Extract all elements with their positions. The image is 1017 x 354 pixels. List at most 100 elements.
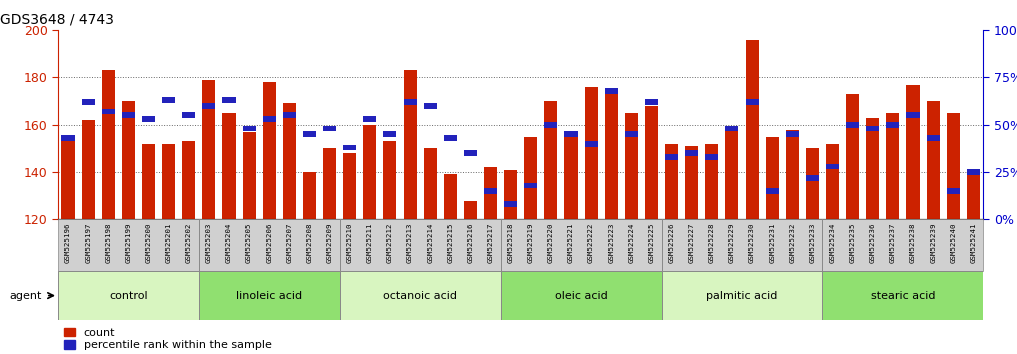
Bar (926, 135, 940, 141)
Text: GSM525214: GSM525214 (427, 222, 433, 263)
Bar (826, 164, 839, 169)
Bar (846, 122, 859, 128)
Bar (887, 113, 899, 219)
Text: GSM525239: GSM525239 (931, 222, 936, 263)
Text: GSM525201: GSM525201 (166, 222, 172, 263)
Bar (906, 85, 919, 219)
Bar (766, 137, 779, 219)
Bar (745, 40, 759, 219)
Text: palmitic acid: palmitic acid (707, 291, 778, 301)
Text: GSM525215: GSM525215 (447, 222, 454, 263)
Bar (645, 106, 658, 219)
Bar (706, 144, 718, 219)
Bar (766, 188, 779, 194)
Bar (500, 271, 661, 320)
Bar (544, 122, 557, 128)
Bar (484, 167, 497, 219)
Text: GSM525221: GSM525221 (569, 222, 574, 263)
Bar (122, 101, 135, 219)
Text: GSM525228: GSM525228 (709, 222, 715, 263)
Bar (685, 150, 699, 156)
Text: GSM525224: GSM525224 (629, 222, 635, 263)
Text: GSM525238: GSM525238 (910, 222, 916, 263)
Text: GSM525217: GSM525217 (487, 222, 493, 263)
Text: GSM525206: GSM525206 (266, 222, 273, 263)
Text: octanoic acid: octanoic acid (383, 291, 457, 301)
Bar (484, 188, 497, 194)
Bar (805, 175, 819, 181)
Text: GSM525197: GSM525197 (85, 222, 92, 263)
Bar (223, 97, 236, 103)
Bar (846, 94, 859, 219)
Bar (725, 126, 738, 131)
Bar (706, 154, 718, 160)
Bar (363, 116, 376, 122)
Bar (223, 113, 236, 219)
Bar (967, 172, 980, 219)
Bar (404, 70, 417, 219)
Text: GSM525204: GSM525204 (226, 222, 232, 263)
Text: oleic acid: oleic acid (554, 291, 607, 301)
Bar (102, 70, 115, 219)
Text: GSM525219: GSM525219 (528, 222, 534, 263)
Bar (564, 134, 578, 219)
Bar (303, 172, 316, 219)
Bar (443, 175, 457, 219)
Bar (464, 200, 477, 219)
Text: GSM525223: GSM525223 (608, 222, 614, 263)
Text: GSM525235: GSM525235 (849, 222, 855, 263)
Bar (323, 126, 336, 131)
Bar (102, 109, 115, 114)
Text: GSM525203: GSM525203 (205, 222, 212, 263)
Text: GSM525216: GSM525216 (468, 222, 473, 263)
Text: GSM525211: GSM525211 (367, 222, 373, 263)
Bar (81, 99, 95, 105)
Text: GSM525236: GSM525236 (870, 222, 876, 263)
Bar (383, 141, 397, 219)
Bar (564, 131, 578, 137)
Bar (61, 135, 74, 141)
Bar (198, 271, 340, 320)
Bar (142, 116, 155, 122)
Bar (404, 99, 417, 105)
Legend: count, percentile rank within the sample: count, percentile rank within the sample (63, 328, 272, 350)
Bar (725, 130, 738, 219)
Bar (585, 141, 598, 147)
Text: GSM525234: GSM525234 (830, 222, 836, 263)
Bar (544, 101, 557, 219)
Bar (947, 188, 960, 194)
Bar (645, 99, 658, 105)
Bar (202, 80, 216, 219)
Bar (685, 146, 699, 219)
Text: GSM525237: GSM525237 (890, 222, 896, 263)
Text: GSM525205: GSM525205 (246, 222, 252, 263)
Text: GSM525207: GSM525207 (287, 222, 292, 263)
Bar (424, 103, 436, 109)
Bar (58, 219, 983, 271)
Text: GSM525233: GSM525233 (810, 222, 816, 263)
Bar (142, 144, 155, 219)
Bar (805, 148, 819, 219)
Bar (81, 120, 95, 219)
Text: stearic acid: stearic acid (871, 291, 936, 301)
Bar (866, 126, 880, 131)
Text: GSM525199: GSM525199 (125, 222, 131, 263)
Bar (585, 87, 598, 219)
Bar (262, 82, 276, 219)
Bar (182, 113, 195, 118)
Text: GSM525232: GSM525232 (789, 222, 795, 263)
Bar (524, 137, 537, 219)
Bar (323, 148, 336, 219)
Bar (122, 113, 135, 118)
Bar (887, 122, 899, 128)
Text: GSM525226: GSM525226 (668, 222, 674, 263)
Bar (162, 144, 175, 219)
Text: GSM525198: GSM525198 (106, 222, 111, 263)
Text: linoleic acid: linoleic acid (236, 291, 302, 301)
Bar (58, 271, 198, 320)
Bar (504, 170, 518, 219)
Text: GSM525208: GSM525208 (306, 222, 312, 263)
Bar (162, 97, 175, 103)
Text: GSM525202: GSM525202 (186, 222, 192, 263)
Text: GSM525227: GSM525227 (689, 222, 695, 263)
